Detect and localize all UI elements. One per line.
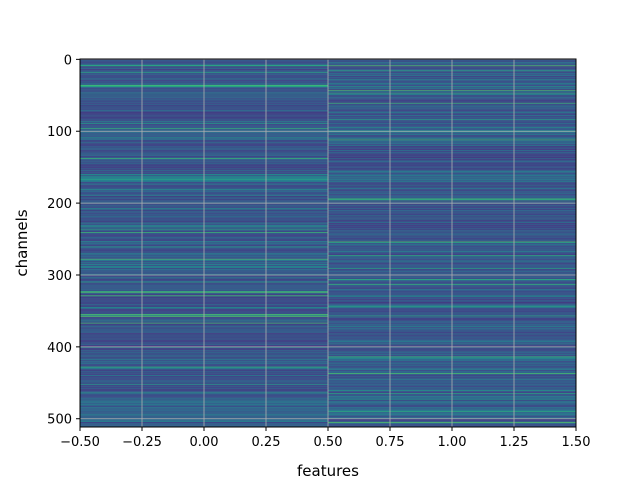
y-tick-label: 0	[64, 53, 72, 68]
y-tick-label: 400	[47, 341, 72, 356]
y-axis-ticks: 0 100 200 300 400 500	[47, 53, 80, 428]
x-tick-label: 0.75	[376, 435, 405, 450]
x-tick-label: 0.25	[252, 435, 281, 450]
x-tick-label: 1.50	[562, 435, 591, 450]
x-tick-label: −0.25	[122, 435, 162, 450]
y-axis-label: channels	[13, 209, 31, 276]
y-tick-label: 500	[47, 413, 72, 428]
y-tick-label: 100	[47, 125, 72, 140]
x-tick-label: 0.50	[314, 435, 343, 450]
y-tick-label: 300	[47, 269, 72, 284]
x-tick-label: 1.00	[438, 435, 467, 450]
x-axis-label: features	[297, 462, 359, 480]
x-tick-label: 0.00	[190, 435, 219, 450]
x-tick-label: 1.25	[500, 435, 529, 450]
x-axis-ticks: −0.50 −0.25 0.00 0.25 0.50 0.75 1.00 1.25 1.50	[60, 427, 590, 450]
x-tick-label: −0.50	[60, 435, 100, 450]
y-tick-label: 200	[47, 197, 72, 212]
